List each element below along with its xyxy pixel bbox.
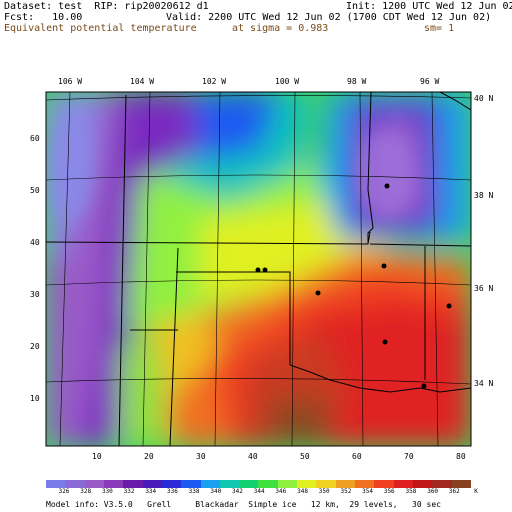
color-swatch bbox=[219, 480, 240, 488]
color-scale-label: 328 bbox=[80, 488, 92, 495]
x-tick: 60 bbox=[352, 452, 362, 461]
lon-label: 104 W bbox=[130, 77, 154, 86]
x-tick: 20 bbox=[144, 452, 154, 461]
y-tick: 20 bbox=[30, 342, 40, 351]
color-scale-label: 332 bbox=[123, 488, 135, 495]
y-tick: 30 bbox=[30, 290, 40, 299]
color-swatch bbox=[451, 480, 471, 488]
color-swatch bbox=[258, 480, 278, 488]
model-info-footer: Model info: V3.5.0 Grell Blackadar Simpl… bbox=[46, 500, 441, 509]
color-scale-label: 346 bbox=[275, 488, 287, 495]
color-scale-bar bbox=[46, 480, 471, 488]
color-scale-label: 342 bbox=[232, 488, 243, 495]
y-tick: 60 bbox=[30, 134, 40, 143]
color-swatch bbox=[65, 480, 85, 488]
city-marker bbox=[382, 339, 388, 345]
color-swatch bbox=[46, 480, 66, 488]
city-markers bbox=[255, 183, 452, 389]
lat-lon-grid bbox=[46, 92, 471, 446]
color-scale-label: 360 bbox=[427, 488, 439, 495]
state-borders bbox=[46, 92, 471, 446]
grid-y-ticks: 60 50 40 30 20 10 bbox=[30, 134, 40, 403]
x-tick: 70 bbox=[404, 452, 414, 461]
city-marker bbox=[262, 267, 268, 273]
x-tick: 40 bbox=[248, 452, 258, 461]
color-scale-label: 362 bbox=[448, 488, 460, 495]
x-tick: 30 bbox=[196, 452, 206, 461]
color-swatch bbox=[432, 480, 452, 488]
color-scale-label: 350 bbox=[318, 488, 330, 495]
color-swatch bbox=[239, 480, 259, 488]
y-tick: 10 bbox=[30, 394, 40, 403]
color-scale-label: 334 bbox=[145, 488, 157, 495]
city-marker bbox=[446, 303, 452, 309]
x-tick: 50 bbox=[300, 452, 310, 461]
dataset-label: Dataset: test RIP: rip20020612 d1 bbox=[4, 1, 209, 12]
lon-label: 96 W bbox=[420, 77, 439, 86]
color-scale-label: 340 bbox=[210, 488, 222, 495]
x-tick: 80 bbox=[456, 452, 466, 461]
latitude-labels: 40 N 38 N 36 N 34 N bbox=[474, 94, 493, 388]
smoothing-label: sm= 1 bbox=[424, 23, 455, 34]
color-scale-label: 348 bbox=[297, 488, 308, 495]
color-swatch bbox=[103, 480, 124, 488]
color-scale-label: 354 bbox=[362, 488, 373, 495]
color-scale-label: 358 bbox=[405, 488, 417, 495]
lon-label: 98 W bbox=[347, 77, 366, 86]
y-tick: 50 bbox=[30, 186, 40, 195]
lon-label: 106 W bbox=[58, 77, 82, 86]
color-swatch bbox=[142, 480, 162, 488]
color-scale-label: 338 bbox=[188, 488, 200, 495]
color-swatch bbox=[123, 480, 143, 488]
lat-label: 38 N bbox=[474, 191, 493, 200]
color-scale-label: 344 bbox=[253, 488, 265, 495]
init-time-label: Init: 1200 UTC Wed 12 Jun 02 bbox=[346, 1, 512, 12]
color-swatch bbox=[84, 480, 104, 488]
x-tick: 10 bbox=[92, 452, 102, 461]
y-tick: 40 bbox=[30, 238, 40, 247]
color-swatch bbox=[335, 480, 355, 488]
longitude-labels: 106 W 104 W 102 W 100 W 98 W 96 W bbox=[58, 77, 439, 86]
color-swatch bbox=[181, 480, 201, 488]
color-scale-label: 326 bbox=[58, 488, 70, 495]
forecast-hour-label: Fcst: 10.00 bbox=[4, 12, 83, 23]
color-swatch bbox=[200, 480, 220, 488]
city-marker bbox=[381, 263, 387, 269]
field-name-label: Equivalent potential temperature bbox=[4, 23, 197, 34]
lat-label: 36 N bbox=[474, 284, 493, 293]
city-marker bbox=[384, 183, 390, 189]
color-scale-label: 356 bbox=[383, 488, 395, 495]
color-swatch bbox=[412, 480, 433, 488]
color-swatch bbox=[277, 480, 298, 488]
color-swatch bbox=[316, 480, 336, 488]
color-swatch bbox=[393, 480, 413, 488]
city-marker bbox=[421, 383, 427, 389]
color-swatch bbox=[355, 480, 375, 488]
color-swatch bbox=[297, 480, 317, 488]
lon-label: 102 W bbox=[202, 77, 226, 86]
lat-label: 34 N bbox=[474, 379, 493, 388]
city-marker bbox=[315, 290, 321, 296]
city-marker bbox=[255, 267, 261, 273]
color-scale-labels: 326 328 330 332 334 336 338 340 342 344 346 348 350 3… bbox=[46, 488, 478, 498]
color-scale-label: 352 bbox=[340, 488, 352, 495]
color-scale-label: K bbox=[474, 488, 478, 495]
sigma-level-label: at sigma = 0.983 bbox=[232, 23, 329, 34]
lat-label: 40 N bbox=[474, 94, 493, 103]
color-scale-label: 336 bbox=[166, 488, 178, 495]
color-scale-label: 330 bbox=[101, 488, 113, 495]
color-swatch bbox=[374, 480, 394, 488]
color-swatch bbox=[161, 480, 182, 488]
valid-time-label: Valid: 2200 UTC Wed 12 Jun 02 (1700 CDT … bbox=[166, 12, 492, 23]
lon-label: 100 W bbox=[275, 77, 299, 86]
grid-x-ticks: 10 20 30 40 50 60 70 80 bbox=[92, 452, 466, 461]
